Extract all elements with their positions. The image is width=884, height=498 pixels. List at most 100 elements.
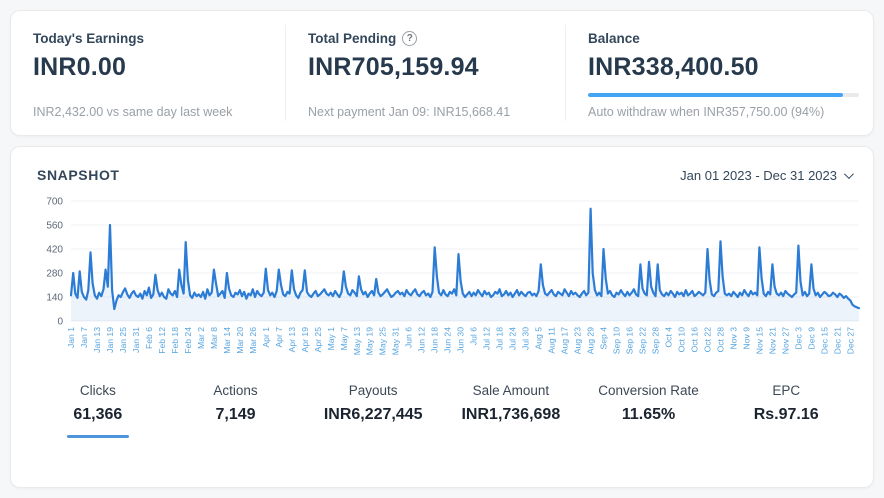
help-icon[interactable]: ?	[402, 31, 418, 46]
svg-text:Oct 16: Oct 16	[690, 327, 700, 353]
svg-text:Dec 15: Dec 15	[819, 327, 829, 354]
svg-text:140: 140	[46, 293, 63, 304]
metric-sale-amount[interactable]: Sale Amount INR1,736,698	[442, 383, 580, 438]
svg-text:Feb 12: Feb 12	[157, 327, 167, 354]
svg-text:Mar 8: Mar 8	[209, 327, 219, 349]
svg-text:Jul 30: Jul 30	[521, 327, 531, 350]
svg-text:Apr 13: Apr 13	[287, 327, 297, 353]
balance-value: INR338,400.50	[588, 53, 759, 81]
total-pending-subtext: Next payment Jan 09: INR15,668.41	[308, 105, 511, 119]
svg-text:Oct 10: Oct 10	[677, 327, 687, 353]
svg-text:Feb 18: Feb 18	[170, 327, 180, 354]
svg-text:Jun 24: Jun 24	[443, 327, 453, 353]
metric-payouts[interactable]: Payouts INR6,227,445	[304, 383, 442, 438]
metric-underline	[342, 435, 404, 438]
svg-text:Jan 7: Jan 7	[79, 327, 89, 348]
chevron-down-icon	[843, 168, 854, 179]
svg-text:Jan 1: Jan 1	[66, 327, 76, 348]
svg-text:Nov 27: Nov 27	[780, 327, 790, 354]
svg-text:Aug 5: Aug 5	[534, 327, 544, 350]
metric-value: INR6,227,445	[323, 406, 423, 423]
auto-withdraw-progress-bar	[588, 93, 859, 97]
metric-actions[interactable]: Actions 7,149	[167, 383, 305, 438]
balance-section: Balance INR338,400.50 Auto withdraw when…	[566, 25, 873, 121]
svg-text:Apr 1: Apr 1	[261, 327, 271, 348]
metric-clicks[interactable]: Clicks 61,366	[29, 383, 167, 438]
today-earnings-subtext: INR2,432.00 vs same day last week	[33, 105, 233, 119]
active-metric-underline	[66, 435, 129, 438]
metric-label: Payouts	[348, 383, 398, 398]
metric-label: Sale Amount	[472, 383, 550, 398]
svg-text:Jul 24: Jul 24	[508, 327, 518, 350]
svg-text:Aug 17: Aug 17	[560, 327, 570, 354]
svg-text:Dec 9: Dec 9	[806, 327, 816, 350]
svg-text:Nov 15: Nov 15	[754, 327, 764, 354]
svg-text:Dec 3: Dec 3	[793, 327, 803, 350]
snapshot-header: SNAPSHOT Jan 01 2023 - Dec 31 2023	[29, 167, 855, 183]
auto-withdraw-progress-fill	[588, 93, 843, 97]
svg-text:Nov 3: Nov 3	[728, 327, 738, 350]
metric-value: 11.65%	[621, 406, 676, 423]
svg-text:560: 560	[46, 221, 63, 232]
svg-text:Mar 20: Mar 20	[235, 327, 245, 354]
svg-text:Sep 10: Sep 10	[612, 327, 622, 354]
svg-text:Jun 30: Jun 30	[456, 327, 466, 353]
svg-text:Aug 11: Aug 11	[547, 327, 557, 354]
svg-text:0: 0	[57, 317, 63, 328]
svg-text:Mar 26: Mar 26	[248, 327, 258, 354]
metric-conversion-rate[interactable]: Conversion Rate 11.65%	[580, 383, 718, 438]
svg-text:May 25: May 25	[378, 327, 388, 355]
svg-text:Jan 25: Jan 25	[118, 327, 128, 353]
svg-text:May 13: May 13	[352, 327, 362, 355]
svg-text:Jun 12: Jun 12	[417, 327, 427, 353]
metric-value: INR1,736,698	[461, 406, 561, 423]
balance-subtext: Auto withdraw when INR357,750.00 (94%)	[588, 105, 825, 119]
svg-text:420: 420	[46, 245, 63, 256]
date-range-text: Jan 01 2023 - Dec 31 2023	[680, 167, 837, 183]
svg-text:Sep 22: Sep 22	[638, 327, 648, 354]
svg-text:Feb 6: Feb 6	[144, 327, 154, 349]
svg-text:Jun 6: Jun 6	[404, 327, 414, 348]
svg-text:May 7: May 7	[339, 327, 349, 351]
svg-text:700: 700	[46, 197, 63, 208]
svg-text:Nov 9: Nov 9	[741, 327, 751, 350]
svg-text:Sep 16: Sep 16	[625, 327, 635, 354]
date-range-selector[interactable]: Jan 01 2023 - Dec 31 2023	[680, 167, 854, 183]
total-pending-label-text: Total Pending	[308, 31, 397, 46]
svg-text:Jul 18: Jul 18	[495, 327, 505, 350]
svg-text:Jul 6: Jul 6	[469, 327, 479, 345]
total-pending-label: Total Pending ?	[308, 31, 551, 46]
metrics-row: Clicks 61,366 Actions 7,149 Payouts INR6…	[29, 383, 855, 438]
svg-text:Jan 19: Jan 19	[105, 327, 115, 353]
svg-text:Sep 4: Sep 4	[599, 327, 609, 350]
metric-label: Actions	[213, 383, 258, 398]
svg-text:May 19: May 19	[365, 327, 375, 355]
total-pending-section: Total Pending ? INR705,159.94 Next payme…	[286, 25, 566, 121]
svg-text:Aug 23: Aug 23	[573, 327, 583, 354]
metric-underline	[480, 435, 542, 438]
metric-underline	[755, 435, 817, 438]
metric-label: Clicks	[79, 383, 116, 398]
svg-text:Oct 22: Oct 22	[703, 327, 713, 353]
metric-underline	[618, 435, 680, 438]
balance-label: Balance	[588, 31, 640, 46]
svg-text:May 31: May 31	[391, 327, 401, 355]
today-earnings-section: Today's Earnings INR0.00 INR2,432.00 vs …	[11, 25, 286, 121]
svg-text:Jul 12: Jul 12	[482, 327, 492, 350]
svg-text:Apr 19: Apr 19	[300, 327, 310, 353]
metric-value: 61,366	[73, 406, 123, 423]
svg-text:280: 280	[46, 269, 63, 280]
today-earnings-value: INR0.00	[33, 53, 127, 81]
snapshot-chart-container: 0 140 280 420 560 700 Jan 1 Jan 7 Jan 13 Jan 19 Ja…	[29, 195, 861, 377]
total-pending-value: INR705,159.94	[308, 53, 479, 81]
svg-text:Dec 27: Dec 27	[845, 327, 855, 354]
today-earnings-label: Today's Earnings	[33, 31, 144, 46]
earnings-summary-card: Today's Earnings INR0.00 INR2,432.00 vs …	[10, 10, 874, 136]
svg-text:Aug 29: Aug 29	[586, 327, 596, 354]
svg-text:Apr 7: Apr 7	[274, 327, 284, 348]
svg-text:Nov 21: Nov 21	[767, 327, 777, 354]
metric-epc[interactable]: EPC Rs.97.16	[717, 383, 855, 438]
metric-label: EPC	[772, 383, 801, 398]
svg-text:Dec 21: Dec 21	[832, 327, 842, 354]
